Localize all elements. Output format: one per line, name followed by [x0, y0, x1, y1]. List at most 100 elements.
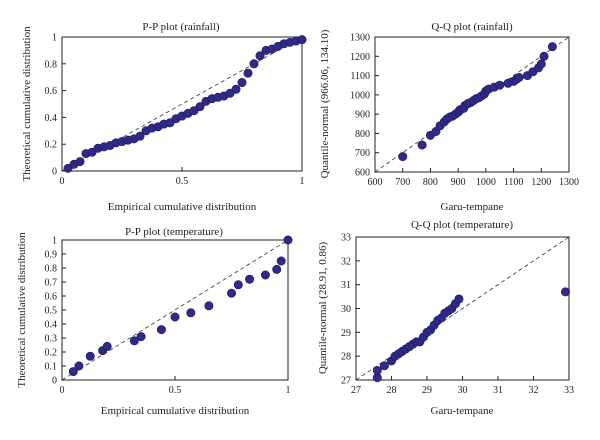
pp-rainfall-panel: P-P plot (rainfall) Empirical cumulative…: [21, 21, 307, 213]
pp_temperature-ytick-label: 0.6: [45, 292, 58, 303]
qq-temperature-ylabel: Quantile-normal (28.91, 0.86): [317, 242, 329, 375]
pp_temperature-ytick-label: 0.9: [45, 250, 58, 261]
qq_rainfall-point: [547, 42, 557, 52]
pp_rainfall-point: [75, 157, 85, 167]
qq-rainfall-xlabel: Garu-tempane: [441, 201, 504, 213]
qq_rainfall-ytick-label: 900: [355, 110, 370, 121]
qq_temperature-ytick-label: 28: [341, 352, 351, 363]
pp_temperature-xtick-label: 0.5: [169, 385, 182, 396]
pp_rainfall-point: [237, 78, 247, 88]
qq-temperature-xlabel: Garu-tempane: [431, 405, 494, 417]
pp-temperature-title: P-P plot (temperature): [125, 226, 223, 238]
pp-temperature-marks: 0 0.5 1 0 0.1 0.2 0.3 0.4 0.5 0.6 0.7 0.8 0.9 1: [45, 236, 293, 396]
pp_temperature-xtick-label: 1: [286, 385, 291, 396]
qq_temperature-xtick-label: 30: [458, 385, 468, 396]
pp_temperature-xtick-label: 0: [60, 385, 65, 396]
qq_rainfall-xtick-label: 1000: [476, 177, 496, 188]
pp_rainfall-xtick-label: 0.5: [176, 176, 189, 187]
qq_rainfall-xtick-label: 1100: [504, 177, 524, 188]
pp-temperature-panel: P-P plot (temperature) Empirical cumulat…: [16, 226, 293, 417]
pp_temperature-point: [272, 264, 282, 274]
qq_rainfall-point: [398, 152, 408, 162]
qq_temperature-ytick-label: 30: [341, 304, 351, 315]
pp_temperature-point: [74, 361, 84, 371]
pp-temperature-xlabel: Empirical cumulative distribution: [101, 405, 250, 417]
qq_rainfall-xtick-label: 1200: [531, 177, 551, 188]
pp_temperature-ytick-label: 0.4: [45, 320, 58, 331]
pp_temperature-point: [204, 301, 214, 311]
qq_rainfall-point: [514, 73, 524, 83]
qq_temperature-ytick-label: 33: [341, 233, 351, 244]
pp-rainfall-ylabel: Theoretical cumulative distribution: [21, 26, 33, 182]
pp_temperature-reference-line: [61, 239, 289, 381]
pp_temperature-point: [156, 325, 166, 335]
pp_temperature-point: [276, 256, 286, 266]
pp_rainfall-point: [297, 35, 307, 45]
qq_temperature-ytick-label: 29: [341, 328, 351, 339]
qq_temperature-point: [454, 294, 464, 304]
pp_rainfall-point: [231, 84, 241, 94]
qq_temperature-ytick-label: 31: [341, 280, 351, 291]
pp_temperature-point: [129, 336, 139, 346]
pp_rainfall-point: [255, 51, 265, 61]
pp_rainfall-point: [195, 102, 205, 112]
qq_temperature-xtick-label: 28: [387, 385, 397, 396]
pp_temperature-ytick-label: 0.2: [45, 348, 58, 359]
qq_temperature-xtick-label: 29: [422, 385, 432, 396]
qq-temperature-panel: Q-Q plot (temperature) Garu-tempane Quan…: [317, 219, 574, 417]
pp_rainfall-xtick-label: 1: [300, 176, 305, 187]
pp_temperature-ytick-label: 0.3: [45, 334, 58, 345]
qq-rainfall-marks: 600 700 800 900 1000 1100 1200 1300 600 700 800 900…: [350, 33, 579, 189]
pp_temperature-ytick-label: 0.1: [45, 362, 58, 373]
pp-rainfall-title: P-P plot (rainfall): [142, 21, 220, 33]
qq_rainfall-ytick-label: 700: [355, 148, 370, 159]
pp_temperature-ytick-label: 0: [52, 376, 57, 387]
pp_temperature-point: [245, 274, 255, 284]
pp_temperature-point: [85, 351, 95, 361]
qq_rainfall-xtick-label: 600: [368, 177, 383, 188]
qq_rainfall-ytick-label: 600: [355, 168, 370, 179]
pp_temperature-point: [170, 312, 180, 322]
pp-temperature-ylabel: Theoretical cumulative distribution: [16, 232, 28, 388]
qq_temperature-point: [379, 361, 389, 371]
pp_rainfall-ytick-label: 0.8: [45, 59, 58, 70]
qq_temperature-ytick-label: 27: [341, 376, 351, 387]
qq-rainfall-plot-area: [374, 36, 570, 173]
pp_temperature-point: [186, 308, 196, 318]
pp_temperature-ytick-label: 0.8: [45, 264, 58, 275]
qq_rainfall-point: [536, 59, 546, 69]
pp_temperature-ytick-label: 0.7: [45, 278, 58, 289]
pp_temperature-point: [260, 270, 270, 280]
pp_rainfall-point: [135, 131, 145, 141]
qq_rainfall-ytick-label: 1300: [350, 33, 370, 44]
qq_temperature-xtick-label: 27: [351, 385, 361, 396]
qq_rainfall-ytick-label: 1000: [350, 90, 370, 101]
pp_temperature-point: [227, 288, 237, 298]
qq_rainfall-xtick-label: 800: [423, 177, 438, 188]
pp_rainfall-ytick-label: 1: [52, 33, 57, 44]
pp_rainfall-xtick-label: 0: [60, 176, 65, 187]
pp_rainfall-ytick-label: 0.4: [45, 113, 58, 124]
qq-temperature-title: Q-Q plot (temperature): [411, 219, 513, 231]
qq_rainfall-point: [539, 51, 549, 61]
pp_rainfall-ytick-label: 0: [52, 167, 57, 178]
pp_temperature-point: [102, 341, 112, 351]
qq-rainfall-title: Q-Q plot (rainfall): [431, 21, 513, 33]
pp_rainfall-ytick-label: 0.2: [45, 140, 58, 151]
pp_temperature-ytick-label: 1: [52, 236, 57, 247]
qq_temperature-xtick-label: 32: [529, 385, 539, 396]
qq_rainfall-xtick-label: 700: [395, 177, 410, 188]
pp-rainfall-xlabel: Empirical cumulative distribution: [108, 201, 257, 213]
qq_rainfall-point: [495, 80, 505, 90]
pp_temperature-ytick-label: 0.5: [45, 306, 58, 317]
qq_rainfall-ytick-label: 1100: [350, 71, 370, 82]
qq_rainfall-reference-line: [374, 36, 570, 173]
qq_temperature-xtick-label: 33: [564, 385, 574, 396]
pp_temperature-point: [233, 280, 243, 290]
pp_rainfall-point: [243, 68, 253, 78]
qq-rainfall-ylabel: Quantile-normal (966.06, 134.10): [319, 29, 331, 178]
pp_temperature-point: [68, 367, 78, 377]
qq_rainfall-ytick-label: 800: [355, 129, 370, 140]
pp_rainfall-point: [249, 59, 259, 69]
